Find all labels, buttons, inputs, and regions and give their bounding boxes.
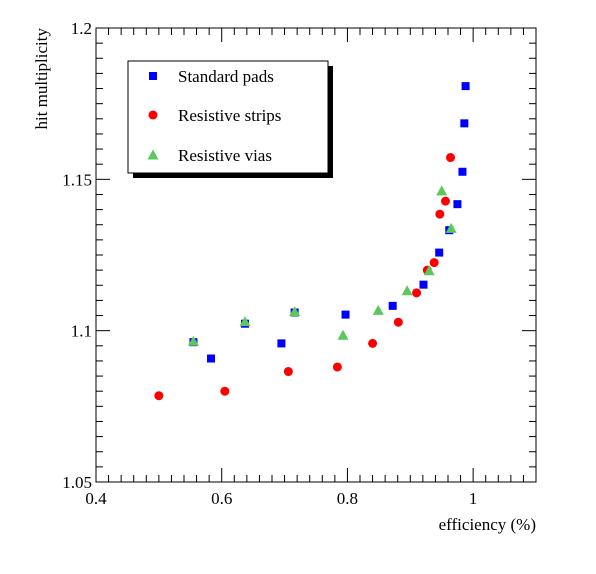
resistive-vias-point [372,304,384,315]
y-tick-label: 1.2 [71,19,92,38]
legend-marker-standard-pads [149,72,157,80]
y-tick-label: 1.15 [62,170,92,189]
standard-pads-point [419,280,428,289]
resistive-vias-point [445,222,457,233]
data-markers [154,82,470,401]
resistive-strips-point [332,362,342,372]
resistive-strips-point [429,258,439,268]
legend-markers [147,72,159,160]
resistive-strips-point [283,367,293,377]
y-tick-label: 1.05 [62,473,92,492]
resistive-strips-point [368,338,378,348]
resistive-vias-point [239,316,251,327]
legend-marker-resistive-vias [147,149,159,160]
standard-pads-point [453,200,462,209]
resistive-strips-point [220,386,230,396]
legend-label-resistive-vias: Resistive vias [178,146,272,165]
resistive-vias-point [423,265,435,276]
legend-label-standard-pads: Standard pads [178,67,274,86]
resistive-strips-point [446,153,456,163]
resistive-strips-point [154,391,164,401]
standard-pads-point [207,354,216,363]
standard-pads-point [458,167,467,176]
legend-marker-resistive-strips [148,110,158,120]
legend: Standard pads Resistive strips Resistive… [127,60,333,178]
resistive-vias-point [187,335,199,346]
resistive-strips-point [440,196,450,206]
standard-pads-point [341,310,350,319]
y-tick-label: 1.1 [71,322,92,341]
resistive-vias-point [337,329,349,340]
axis-tick-labels: 0.4 0.6 0.8 1 1.05 1.1 1.15 1.2 [62,19,477,508]
resistive-vias-point [289,306,301,317]
axis-ticks [95,27,537,483]
legend-box [127,60,329,174]
resistive-strips-point [435,209,445,219]
resistive-strips-point [393,317,403,327]
standard-pads-point [460,119,469,128]
x-axis-title: efficiency (%) [439,515,536,534]
resistive-vias-point [401,285,413,296]
x-tick-label: 0.8 [337,489,358,508]
resistive-vias-point [436,185,448,196]
standard-pads-point [388,301,397,310]
x-tick-label: 0.4 [85,489,107,508]
standard-pads-point [277,339,286,348]
y-axis-title: hit multiplicity [32,28,51,130]
x-tick-label: 1 [469,489,478,508]
legend-label-resistive-strips: Resistive strips [178,106,281,125]
standard-pads-point [435,248,444,257]
resistive-strips-point [412,288,422,298]
x-tick-label: 0.6 [211,489,232,508]
standard-pads-point [461,82,470,91]
